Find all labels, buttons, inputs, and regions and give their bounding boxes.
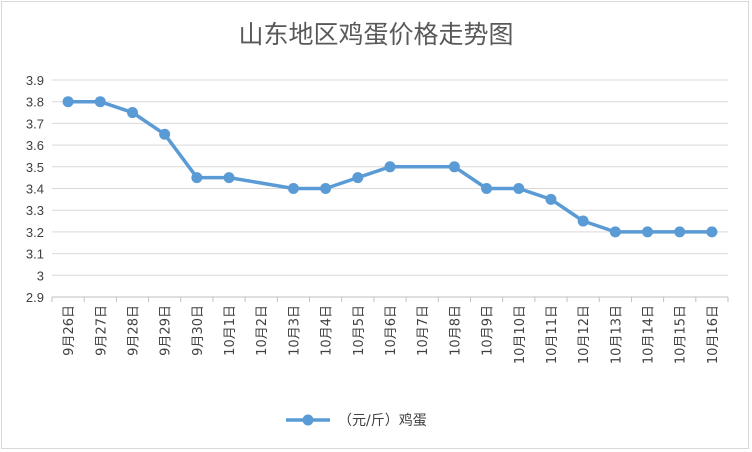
data-point <box>159 128 171 140</box>
data-point <box>545 193 557 205</box>
data-point <box>191 172 203 184</box>
data-point <box>320 183 332 194</box>
x-tick-label: 10月3日 <box>287 305 302 356</box>
data-point <box>352 172 364 184</box>
x-tick-label: 10月9日 <box>481 305 496 356</box>
x-axis: 9月26日 9月27日 9月28日 9月29日 9月30日 10月1日 10月2日 10月3日… <box>51 296 729 364</box>
data-point <box>706 226 718 238</box>
data-point <box>62 96 74 108</box>
y-tick-label: 3.3 <box>26 203 44 218</box>
x-tick-label: 9月27日 <box>94 305 109 356</box>
y-tick-label: 3.6 <box>26 138 44 153</box>
y-tick-label: 3.7 <box>26 116 44 131</box>
data-point <box>384 161 396 173</box>
legend-dot-marker <box>302 414 314 426</box>
y-tick-label: 3.2 <box>26 225 44 240</box>
legend: （元/斤）鸡蛋 <box>286 412 427 429</box>
y-tick-label: 3.9 <box>26 73 44 88</box>
legend-label: （元/斤）鸡蛋 <box>338 412 427 429</box>
gridlines <box>52 79 728 276</box>
data-point <box>513 183 525 194</box>
y-tick-label: 3.1 <box>26 247 44 262</box>
x-tick-label: 10月7日 <box>416 305 431 356</box>
y-axis-ticks: 2.9 3 3.1 3.2 3.3 3.4 3.5 3.6 3.7 3.8 3.9 <box>26 73 44 305</box>
series-layer <box>62 96 718 238</box>
x-tick-label: 10月10日 <box>513 305 528 364</box>
x-tick-label: 9月29日 <box>159 305 174 356</box>
data-point <box>94 96 106 108</box>
x-tick-label: 10月6日 <box>384 305 399 356</box>
x-tick-label: 9月30日 <box>191 305 206 356</box>
y-tick-label: 3.5 <box>26 160 44 175</box>
x-tick-label: 10月14日 <box>642 305 657 364</box>
x-tick-label: 10月11日 <box>545 305 560 364</box>
y-tick-label: 2.9 <box>26 290 44 305</box>
data-point <box>642 226 654 238</box>
x-tick-label: 10月1日 <box>223 305 238 356</box>
x-tick-label: 10月8日 <box>448 305 463 356</box>
data-point <box>481 183 493 194</box>
x-tick-label: 10月2日 <box>255 305 270 356</box>
data-point <box>223 172 235 184</box>
x-tick-label: 10月16日 <box>706 305 721 364</box>
x-tick-label: 10月15日 <box>674 305 689 364</box>
y-tick-label: 3.8 <box>26 95 44 110</box>
data-point <box>609 226 621 238</box>
x-tick-label: 9月28日 <box>126 305 141 356</box>
y-tick-label: 3 <box>37 268 44 283</box>
y-tick-label: 3.4 <box>26 182 44 197</box>
chart-title: 山东地区鸡蛋价格走势图 <box>238 20 513 49</box>
data-point <box>126 107 138 119</box>
data-point <box>287 183 299 194</box>
data-point <box>448 161 460 173</box>
x-tick-label: 10月4日 <box>320 305 335 356</box>
x-tick-label: 9月26日 <box>62 305 77 356</box>
data-point <box>674 226 686 238</box>
x-tick-label: 10月12日 <box>577 305 592 364</box>
x-tick-label: 10月13日 <box>609 305 624 364</box>
x-tick-label: 10月5日 <box>352 305 367 356</box>
data-point <box>577 215 589 227</box>
